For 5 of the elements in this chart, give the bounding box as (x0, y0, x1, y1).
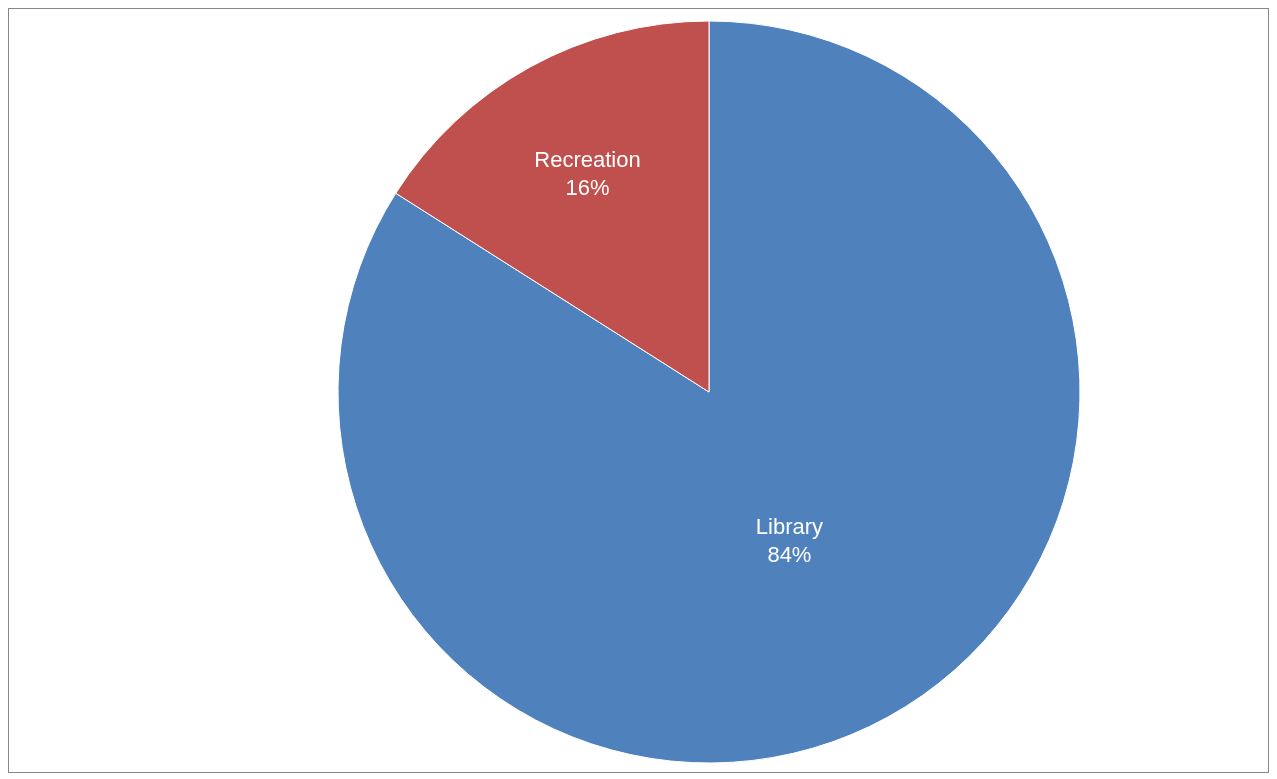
data-label: 84% (767, 542, 812, 568)
pie-slice (337, 20, 1081, 763)
slice-label: Library (755, 513, 824, 539)
data-label: 16% (565, 175, 610, 201)
slice-label: Recreation (534, 146, 641, 172)
